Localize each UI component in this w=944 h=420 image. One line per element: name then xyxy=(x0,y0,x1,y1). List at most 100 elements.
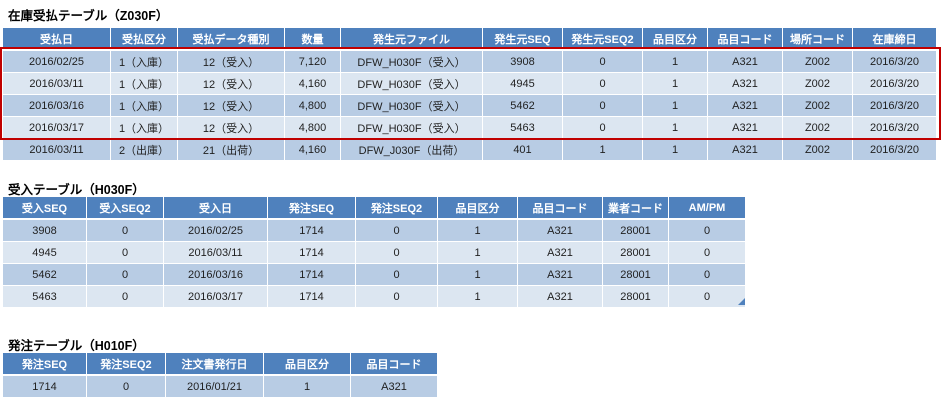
cell[interactable]: 1 xyxy=(642,72,708,95)
cell[interactable]: Z002 xyxy=(782,72,853,95)
cell[interactable]: 4945 xyxy=(2,241,87,264)
cell[interactable]: 1（入庫） xyxy=(110,49,178,73)
cell[interactable]: 0 xyxy=(355,263,438,286)
cell[interactable]: 0 xyxy=(86,241,164,264)
cell[interactable]: 1 xyxy=(642,49,708,73)
cell[interactable]: 2016/03/16 xyxy=(2,94,111,117)
cell[interactable]: 1（入庫） xyxy=(110,94,178,117)
cell[interactable]: 0 xyxy=(668,263,746,286)
cell[interactable]: 1 xyxy=(562,138,643,161)
cell[interactable]: 1 xyxy=(263,374,351,398)
cell[interactable]: 7,120 xyxy=(284,49,341,73)
cell[interactable]: DFW_H030F（受入） xyxy=(340,94,483,117)
cell[interactable]: 0 xyxy=(562,116,643,139)
cell[interactable]: 1 xyxy=(642,116,708,139)
cell[interactable]: 0 xyxy=(86,285,164,308)
cell[interactable]: 1 xyxy=(642,94,708,117)
cell[interactable]: 28001 xyxy=(602,263,669,286)
cell[interactable]: DFW_J030F（出荷） xyxy=(340,138,483,161)
cell[interactable]: 2016/01/21 xyxy=(165,374,264,398)
column-header[interactable]: 発生元SEQ2 xyxy=(562,27,643,51)
cell[interactable]: A321 xyxy=(707,72,783,95)
cell[interactable]: 1714 xyxy=(267,241,356,264)
column-header[interactable]: 発生元SEQ xyxy=(482,27,563,51)
cell[interactable]: 0 xyxy=(668,241,746,264)
cell[interactable]: 1（入庫） xyxy=(110,72,178,95)
cell[interactable]: 1 xyxy=(437,241,518,264)
cell[interactable]: A321 xyxy=(707,116,783,139)
cell[interactable]: 4,160 xyxy=(284,138,341,161)
cell[interactable]: A321 xyxy=(517,241,603,264)
cell[interactable]: 0 xyxy=(668,218,746,242)
cell[interactable]: 5462 xyxy=(482,94,563,117)
cell[interactable]: 2016/3/20 xyxy=(852,116,937,139)
cell[interactable]: 1714 xyxy=(267,263,356,286)
column-header[interactable]: 場所コード xyxy=(782,27,853,51)
cell[interactable]: 2016/3/20 xyxy=(852,49,937,73)
cell[interactable]: 2016/03/11 xyxy=(2,72,111,95)
column-header[interactable]: 受入日 xyxy=(163,196,268,220)
cell[interactable]: DFW_H030F（受入） xyxy=(340,49,483,73)
cell[interactable]: 2016/03/17 xyxy=(2,116,111,139)
cell[interactable]: 1714 xyxy=(267,285,356,308)
column-header[interactable]: 品目コード xyxy=(350,352,438,376)
column-header[interactable]: 発注SEQ xyxy=(2,352,87,376)
cell[interactable]: A321 xyxy=(517,263,603,286)
cell[interactable]: 1 xyxy=(642,138,708,161)
cell[interactable]: 12（受入） xyxy=(177,72,285,95)
cell[interactable]: 2016/02/25 xyxy=(2,49,111,73)
column-header[interactable]: 品目区分 xyxy=(437,196,518,220)
cell[interactable]: 12（受入） xyxy=(177,49,285,73)
cell[interactable]: Z002 xyxy=(782,138,853,161)
cell[interactable]: 5463 xyxy=(482,116,563,139)
column-header[interactable]: 発生元ファイル xyxy=(340,27,483,51)
cell[interactable]: 1 xyxy=(437,285,518,308)
cell[interactable]: DFW_H030F（受入） xyxy=(340,116,483,139)
column-header[interactable]: 受入SEQ2 xyxy=(86,196,164,220)
column-header[interactable]: 発注SEQ2 xyxy=(86,352,166,376)
column-header[interactable]: 在庫締日 xyxy=(852,27,937,51)
column-header[interactable]: 品目区分 xyxy=(263,352,351,376)
cell[interactable]: 0 xyxy=(562,72,643,95)
cell[interactable]: 5462 xyxy=(2,263,87,286)
column-header[interactable]: 品目区分 xyxy=(642,27,708,51)
cell[interactable]: 1 xyxy=(437,263,518,286)
column-header[interactable]: 数量 xyxy=(284,27,341,51)
column-header[interactable]: 品目コード xyxy=(707,27,783,51)
cell[interactable]: 28001 xyxy=(602,285,669,308)
cell[interactable]: 401 xyxy=(482,138,563,161)
cell[interactable]: 2016/03/11 xyxy=(2,138,111,161)
cell[interactable]: 4945 xyxy=(482,72,563,95)
column-header[interactable]: 受入SEQ xyxy=(2,196,87,220)
cell[interactable]: 12（受入） xyxy=(177,116,285,139)
cell[interactable]: 4,800 xyxy=(284,116,341,139)
column-header[interactable]: 受払データ種別 xyxy=(177,27,285,51)
cell[interactable]: 2（出庫） xyxy=(110,138,178,161)
cell[interactable]: 0 xyxy=(86,218,164,242)
cell[interactable]: 1 xyxy=(437,218,518,242)
cell[interactable]: A321 xyxy=(707,94,783,117)
cell[interactable]: 2016/02/25 xyxy=(163,218,268,242)
cell[interactable]: 0 xyxy=(668,285,746,308)
cell[interactable]: A321 xyxy=(707,49,783,73)
cell[interactable]: 12（受入） xyxy=(177,94,285,117)
cell[interactable]: Z002 xyxy=(782,49,853,73)
cell[interactable]: 1（入庫） xyxy=(110,116,178,139)
cell[interactable]: 2016/03/16 xyxy=(163,263,268,286)
cell[interactable]: Z002 xyxy=(782,116,853,139)
cell[interactable]: 2016/3/20 xyxy=(852,94,937,117)
column-header[interactable]: 発注SEQ xyxy=(267,196,356,220)
column-header[interactable]: AM/PM xyxy=(668,196,746,220)
cell[interactable]: A321 xyxy=(517,285,603,308)
cell[interactable]: DFW_H030F（受入） xyxy=(340,72,483,95)
cell[interactable]: 28001 xyxy=(602,241,669,264)
cell[interactable]: 0 xyxy=(355,241,438,264)
cell[interactable]: 2016/03/11 xyxy=(163,241,268,264)
column-header[interactable]: 受払日 xyxy=(2,27,111,51)
table-resize-handle-icon[interactable] xyxy=(738,298,745,305)
cell[interactable]: 2016/3/20 xyxy=(852,72,937,95)
cell[interactable]: A321 xyxy=(517,218,603,242)
cell[interactable]: 3908 xyxy=(482,49,563,73)
cell[interactable]: 0 xyxy=(355,285,438,308)
column-header[interactable]: 品目コード xyxy=(517,196,603,220)
